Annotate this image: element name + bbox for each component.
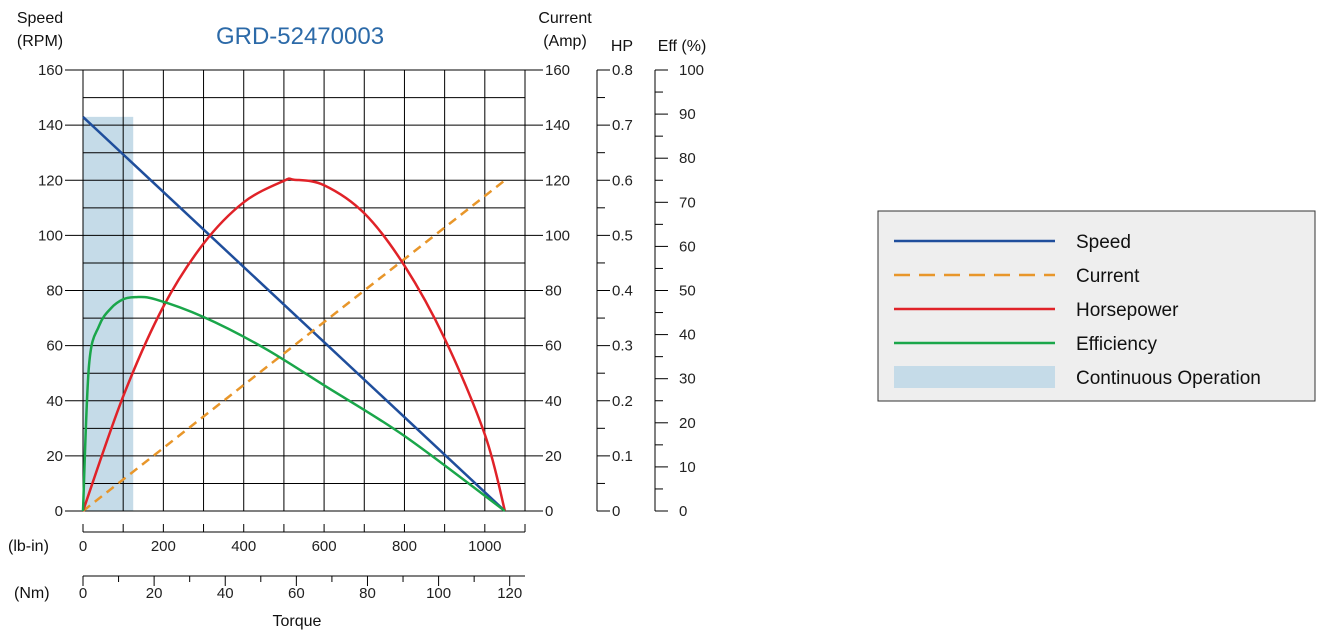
eff-tick-label: 100 [679,62,704,79]
eff-tick-label: 0 [679,503,687,520]
legend: Speed Current Horsepower Efficiency Continuo… [877,210,1316,402]
eff-tick-label: 50 [679,283,696,300]
speed-tick-label: 20 [46,448,63,465]
hp-tick-label: 0.7 [612,117,633,134]
speed-axis-label-line2: (RPM) [17,33,63,50]
speed-tick-label: 120 [38,172,63,189]
current-tick-label: 60 [545,338,562,355]
continuous-operation-region [83,116,134,511]
hp-tick-label: 0.2 [612,393,633,410]
torque-nm-unit: (Nm) [14,585,50,602]
speed-tick-label: 100 [38,227,63,244]
current-tick-label: 120 [545,172,570,189]
legend-label: Speed [1076,232,1131,253]
chart-title: GRD-52470003 [216,23,384,50]
horsepower-line [81,177,507,512]
current-tick-label: 160 [545,62,570,79]
current-tick-label: 0 [545,503,553,520]
eff-tick-label: 70 [679,194,696,211]
legend-label: Continuous Operation [1076,368,1261,389]
speed-tick-label: 60 [46,338,63,355]
eff-axis-label: Eff (%) [658,38,707,55]
eff-tick-label: 90 [679,106,696,123]
hp-tick-label: 0.3 [612,338,633,355]
eff-tick-label: 30 [679,371,696,388]
current-tick-label: 40 [545,393,562,410]
current-tick-label: 20 [545,448,562,465]
hp-tick-label: 0.5 [612,227,633,244]
current-axis-label-line2: (Amp) [543,33,587,50]
legend-label: Horsepower [1076,300,1179,321]
speed-tick-label: 80 [46,283,63,300]
current-tick-label: 100 [545,227,570,244]
legend-label: Efficiency [1076,334,1157,355]
eff-tick-label: 10 [679,459,696,476]
eff-tick-label: 20 [679,415,696,432]
speed-axis-label-line1: Speed [17,10,63,27]
efficiency-line [81,295,506,513]
torque-nm-tick-label: 80 [359,585,376,602]
torque-nm-tick-label: 0 [79,585,87,602]
current-tick-label: 80 [545,283,562,300]
torque-lbin-tick-label: 0 [79,538,87,555]
torque-axis-label: Torque [273,613,322,630]
eff-tick-label: 60 [679,238,696,255]
legend-swatch-continuous [894,366,1055,388]
hp-tick-label: 0.6 [612,172,633,189]
hp-axis-label: HP [611,38,633,55]
torque-lbin-tick-label: 800 [392,538,417,555]
speed-tick-label: 40 [46,393,63,410]
speed-tick-label: 140 [38,117,63,134]
speed-tick-label: 160 [38,62,63,79]
speed-line [82,115,506,512]
eff-tick-label: 80 [679,150,696,167]
torque-lbin-tick-label: 600 [312,538,337,555]
speed-tick-label: 0 [55,503,63,520]
hp-tick-label: 0.1 [612,448,633,465]
torque-nm-tick-label: 100 [426,585,451,602]
current-tick-label: 140 [545,117,570,134]
torque-lbin-unit: (lb-in) [8,538,49,555]
hp-tick-label: 0.8 [612,62,633,79]
hp-tick-label: 0 [612,503,620,520]
torque-nm-tick-label: 120 [497,585,522,602]
current-axis-label-line1: Current [538,10,592,27]
torque-nm-tick-label: 40 [217,585,234,602]
hp-tick-label: 0.4 [612,283,633,300]
torque-lbin-tick-label: 400 [231,538,256,555]
torque-lbin-tick-label: 200 [151,538,176,555]
torque-nm-tick-label: 60 [288,585,305,602]
torque-nm-tick-label: 20 [146,585,163,602]
torque-lbin-tick-label: 1000 [468,538,501,555]
eff-tick-label: 40 [679,327,696,344]
legend-label: Current [1076,266,1140,287]
